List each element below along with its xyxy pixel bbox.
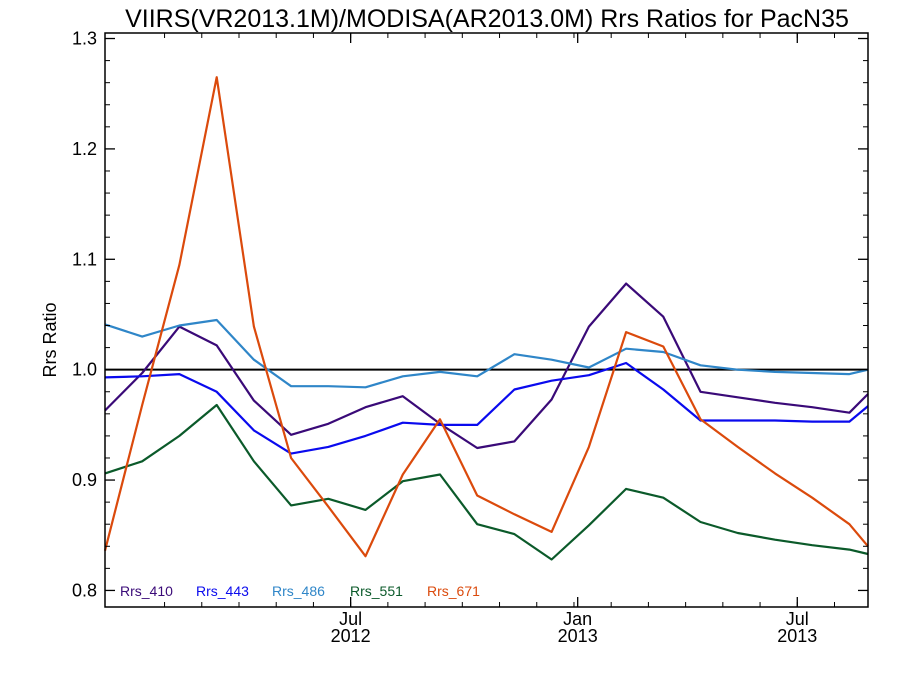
legend-entry-rrs-486: Rrs_486 [272,583,325,599]
y-tick-label: 1.1 [72,249,97,269]
x-tick-label-year: 2012 [331,626,371,646]
y-tick-label: 0.8 [72,580,97,600]
legend-entry-rrs-443: Rrs_443 [196,583,249,599]
series-line-rrs-486 [104,318,869,389]
legend-entry-rrs-551: Rrs_551 [350,583,403,599]
y-tick-label: 1.3 [72,29,97,49]
x-tick-label-month: Jan [563,609,592,629]
legend-entry-rrs-671: Rrs_671 [427,583,480,599]
plot-area [103,76,869,561]
chart-title: VIIRS(VR2013.1M)/MODISA(AR2013.0M) Rrs R… [125,5,849,33]
series-line-rrs-410 [104,282,869,450]
legend: Rrs_410 Rrs_443 Rrs_486 Rrs_551 Rrs_671 [120,583,480,599]
series-line-rrs-551 [104,403,869,561]
plot-frame [104,32,869,608]
y-tick-label: 0.9 [72,470,97,490]
x-tick-label-year: 2013 [558,626,598,646]
y-tick-label: 1.0 [72,360,97,380]
x-tick-label-month: Jul [786,609,809,629]
y-tick-label: 1.2 [72,139,97,159]
x-tick-label-month: Jul [339,609,362,629]
series-line-rrs-671 [103,76,869,558]
x-tick-label-year: 2013 [777,626,817,646]
y-axis-label: Rrs Ratio [40,302,60,377]
series-line-rrs-443 [104,361,869,455]
legend-entry-rrs-410: Rrs_410 [120,583,173,599]
